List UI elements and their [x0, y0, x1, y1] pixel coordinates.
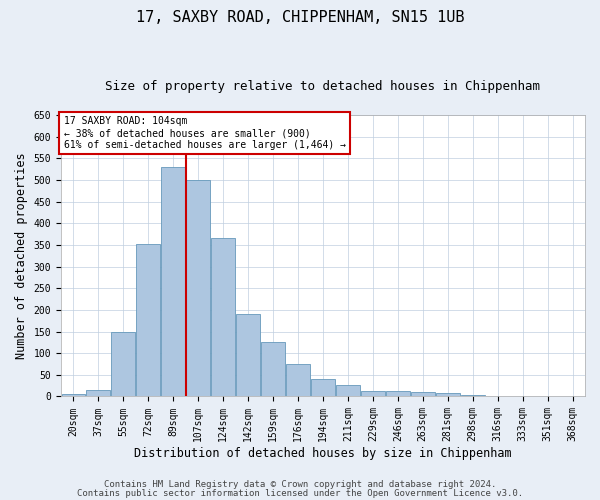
Bar — [86, 390, 110, 396]
Bar — [336, 385, 360, 396]
Bar — [236, 314, 260, 396]
Bar — [361, 392, 385, 396]
Bar — [136, 244, 160, 396]
Bar — [386, 392, 410, 396]
Text: 17 SAXBY ROAD: 104sqm
← 38% of detached houses are smaller (900)
61% of semi-det: 17 SAXBY ROAD: 104sqm ← 38% of detached … — [64, 116, 346, 150]
Bar — [461, 395, 485, 396]
Bar — [187, 180, 210, 396]
Bar — [211, 238, 235, 396]
Bar — [311, 379, 335, 396]
Bar — [112, 332, 135, 396]
Text: 17, SAXBY ROAD, CHIPPENHAM, SN15 1UB: 17, SAXBY ROAD, CHIPPENHAM, SN15 1UB — [136, 10, 464, 25]
Bar — [62, 394, 85, 396]
Bar — [161, 167, 185, 396]
Text: Contains public sector information licensed under the Open Government Licence v3: Contains public sector information licen… — [77, 489, 523, 498]
X-axis label: Distribution of detached houses by size in Chippenham: Distribution of detached houses by size … — [134, 447, 512, 460]
Title: Size of property relative to detached houses in Chippenham: Size of property relative to detached ho… — [106, 80, 541, 93]
Y-axis label: Number of detached properties: Number of detached properties — [15, 152, 28, 359]
Bar — [261, 342, 285, 396]
Bar — [286, 364, 310, 396]
Text: Contains HM Land Registry data © Crown copyright and database right 2024.: Contains HM Land Registry data © Crown c… — [104, 480, 496, 489]
Bar — [411, 392, 434, 396]
Bar — [436, 394, 460, 396]
